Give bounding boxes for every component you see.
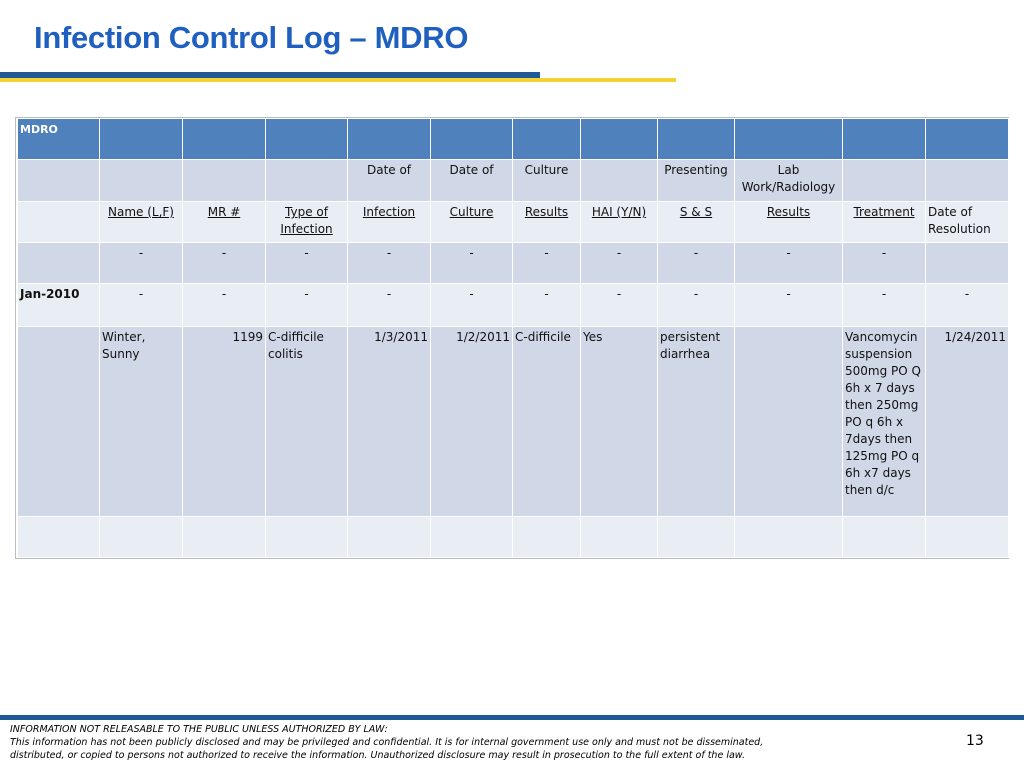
presenting-symptoms: persistent diarrhea	[657, 326, 735, 517]
date-of-culture: 1/2/2011	[430, 326, 513, 517]
dash-cell: -	[512, 283, 581, 327]
header-cell	[842, 159, 926, 202]
dash-cell: -	[580, 283, 658, 327]
table-row: - - - - - - - - - -	[17, 242, 1009, 284]
header-cell: Date of	[430, 159, 513, 202]
header-cell	[580, 159, 658, 202]
dash-cell: -	[99, 242, 183, 284]
dash-cell: -	[657, 242, 735, 284]
notice-line: This information has not been publicly d…	[10, 737, 764, 748]
notice-line: INFORMATION NOT RELEASABLE TO THE PUBLIC…	[10, 724, 388, 735]
dash-cell: -	[265, 242, 348, 284]
table-header-row: MDRO	[17, 118, 1009, 160]
col-hai-header: HAI (Y/N)	[580, 201, 658, 243]
dash-cell: -	[347, 242, 431, 284]
lab-results	[734, 326, 843, 517]
date-of-resolution: 1/24/2011	[925, 326, 1009, 517]
footer-rule	[0, 715, 1024, 720]
dash-cell: -	[842, 283, 926, 327]
header-cell	[182, 159, 266, 202]
corner-label: MDRO	[17, 118, 100, 160]
col-type-header: Type of Infection	[265, 201, 348, 243]
table-row	[17, 516, 1009, 558]
col-date-culture-header: Culture	[430, 201, 513, 243]
title-rule-blue	[0, 72, 540, 78]
header-row-1: Date of Date of Culture Presenting Lab W…	[17, 159, 1009, 202]
header-row-2: Name (L,F) MR # Type of Infection Infect…	[17, 201, 1009, 243]
header-cell	[265, 159, 348, 202]
month-label: Jan-2010	[17, 283, 100, 327]
col-culture-results-header: Results	[512, 201, 581, 243]
col-date-infection-header: Infection	[347, 201, 431, 243]
col-resolution-header: Date of Resolution	[925, 201, 1009, 243]
patient-name: Winter, Sunny	[99, 326, 183, 517]
dash-cell: -	[734, 283, 843, 327]
header-cell	[99, 159, 183, 202]
hai-value: Yes	[580, 326, 658, 517]
date-of-infection: 1/3/2011	[347, 326, 431, 517]
slide-title: Infection Control Log – MDRO	[34, 20, 469, 55]
dash-cell: -	[430, 242, 513, 284]
table-row: Winter, Sunny 1199 C-difficile colitis 1…	[17, 326, 1009, 517]
col-mr-header: MR #	[182, 201, 266, 243]
col-lab-results-header: Results	[734, 201, 843, 243]
col-name-header: Name (L,F)	[99, 201, 183, 243]
dash-cell: -	[734, 242, 843, 284]
infection-type: C-difficile colitis	[265, 326, 348, 517]
mr-number: 1199	[182, 326, 266, 517]
culture-results: C-difficile	[512, 326, 581, 517]
dash-cell: -	[99, 283, 183, 327]
header-cell: Date of	[347, 159, 431, 202]
header-cell: Lab Work/Radiology	[734, 159, 843, 202]
dash-cell: -	[430, 283, 513, 327]
header-cell: Culture	[512, 159, 581, 202]
dash-cell: -	[182, 283, 266, 327]
dash-cell: -	[925, 283, 1009, 327]
col-treatment-header: Treatment	[842, 201, 926, 243]
col-symptoms-header: S & S	[657, 201, 735, 243]
header-cell: Presenting	[657, 159, 735, 202]
notice-line: distributed, or copied to persons not au…	[10, 750, 745, 761]
dash-cell: -	[265, 283, 348, 327]
dash-cell: -	[182, 242, 266, 284]
header-cell	[925, 159, 1009, 202]
treatment: Vancomycin suspension 500mg PO Q 6h x 7 …	[842, 326, 926, 517]
dash-cell: -	[580, 242, 658, 284]
page-number: 13	[966, 733, 984, 749]
mdro-log-table: MDRO Date of Date of Culture Presenting …	[17, 118, 1009, 558]
dash-cell: -	[347, 283, 431, 327]
dash-cell: -	[842, 242, 926, 284]
title-rule-yellow	[0, 78, 676, 82]
confidentiality-notice: INFORMATION NOT RELEASABLE TO THE PUBLIC…	[10, 723, 910, 762]
table-row: Jan-2010 - - - - - - - - - - -	[17, 283, 1009, 327]
dash-cell: -	[657, 283, 735, 327]
dash-cell: -	[512, 242, 581, 284]
